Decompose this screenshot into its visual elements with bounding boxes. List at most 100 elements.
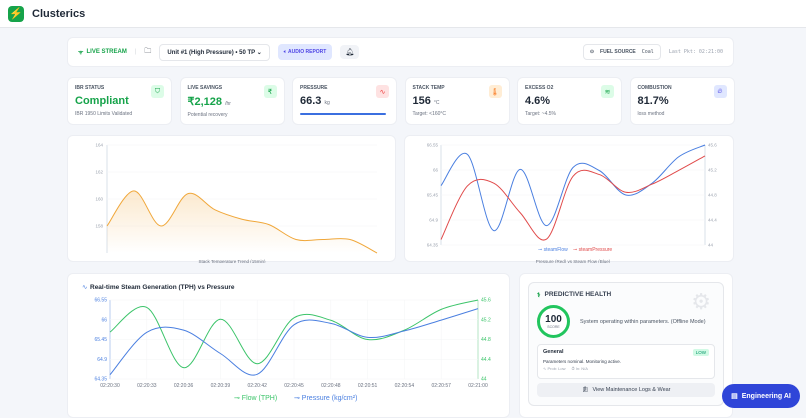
x-tick-label: 02:20:33 — [137, 383, 157, 389]
steam-generation-card: 64.35 64.9 65.45 66 66.55 44 44.4 44.8 45.2 45.6 0… — [67, 273, 510, 418]
y-tick-label: 164 — [95, 143, 103, 148]
fuel-icon: ⊙ — [589, 49, 595, 55]
chart-title: Real-time Steam Generation (TPH) vs Pres… — [90, 284, 235, 291]
pressure-flow-chart: 64.35 64.9 65.45 66 66.55 44 44.4 44.8 45.2 45.6 ⊸… — [427, 143, 718, 265]
live-stream-indicator: ᯤ LIVE STREAM — [78, 49, 127, 56]
notifications-button[interactable]: 🔔︎ — [340, 45, 360, 59]
x-tick-label: 02:20:39 — [211, 383, 231, 389]
right-tick-label: 45.2 — [708, 168, 717, 173]
x-tick-label: 02:20:57 — [431, 383, 451, 389]
kpi-card-live-savings: LIVE SAVINGS ₹2,128 /hr Potential recove… — [179, 77, 285, 125]
kpi-subtext: Potential recovery — [187, 112, 228, 118]
audio-report-button[interactable]: 🔈︎ AUDIO REPORT — [277, 44, 333, 60]
toolbar: ᯤ LIVE STREAM | 🗀 Unit #1 (High Pressure)… — [67, 37, 734, 67]
last-packet-time: Last Pkt: 02:21:00 — [668, 49, 723, 55]
wind-icon: ≋ — [601, 85, 614, 98]
left-tick-label: 66.55 — [94, 298, 107, 304]
health-score-ring: 100 SCORE — [537, 305, 570, 338]
fuel-source[interactable]: ⊙ FUEL SOURCE Coal — [582, 44, 661, 60]
series-line-pressure-kg-cm- — [109, 308, 479, 376]
kpi-card-ibr-status: IBR STATUS Compliant IBR 1950 Limits Val… — [67, 77, 172, 125]
predictive-health-panel: ⚕ PREDICTIVE HEALTH ⚙ 100 SCORE System op… — [528, 282, 724, 406]
stack-temp-chart-card: 158 160 162 164 Stack Temperature Trend (15m… — [67, 135, 396, 264]
kpi-value: 66.3 kg — [300, 95, 330, 107]
kpi-value: 4.6% — [525, 95, 551, 107]
right-tick-label: 44 — [481, 377, 487, 383]
folder-icon: 🗀 — [144, 47, 152, 55]
x-tick-label: 02:20:54 — [395, 383, 415, 389]
rupee-icon: ₹ — [263, 85, 277, 98]
kpi-label: COMBUSTION — [637, 85, 672, 91]
bell-icon: 🔔︎ — [345, 49, 355, 56]
clipboard-icon: 📋︎ — [581, 387, 589, 393]
x-tick-label: 02:21:00 — [468, 383, 488, 389]
kpi-label: STACK TEMP — [412, 85, 445, 91]
kpi-label: IBR STATUS — [75, 85, 105, 91]
x-tick-label: 02:20:42 — [247, 383, 267, 389]
probability: ∿ Prob: Low — [543, 366, 566, 371]
risk-badge: LOW — [692, 349, 709, 356]
left-tick-label: 66 — [101, 317, 107, 323]
left-tick-label: 65.45 — [94, 337, 107, 343]
legend-item: ⊸ steamPressure — [573, 247, 612, 253]
y-tick-label: 160 — [95, 197, 103, 202]
right-tick-label: 45.6 — [481, 298, 491, 304]
wifi-icon: ᯤ — [78, 50, 84, 56]
kpi-value: 156 °C — [412, 95, 440, 107]
kpi-value: Compliant — [75, 95, 129, 107]
activity-icon: ∿ — [376, 85, 389, 98]
health-message: System operating within parameters. (Off… — [580, 318, 706, 325]
x-tick-label: 02:20:51 — [358, 383, 378, 389]
left-tick-label: 64.35 — [94, 377, 107, 383]
right-tick-label: 44.8 — [481, 337, 491, 343]
right-tick-label: 45.6 — [708, 143, 717, 148]
x-tick-label: 02:20:30 — [100, 383, 120, 389]
kpi-subtext: IBR 1950 Limits Validated — [75, 111, 133, 117]
series-line-steampressure — [440, 155, 706, 241]
x-tick-label: 02:20:36 — [174, 383, 194, 389]
divider: | — [134, 49, 137, 55]
y-tick-label: 162 — [95, 170, 103, 175]
legend-item: ⊸ Pressure (kg/cm²) — [294, 395, 357, 402]
series-line-steamflow — [440, 144, 706, 232]
flame-icon: 🔥︎ — [713, 85, 727, 98]
app-header: ⚡ Clusterics — [0, 0, 806, 28]
right-tick-label: 45.2 — [481, 317, 491, 323]
kpi-card-pressure: PRESSURE 66.3 kg ∿ — [292, 77, 397, 125]
shield-icon: ⛉ — [151, 85, 164, 98]
left-tick-label: 64.35 — [427, 243, 439, 248]
chart-title: Pressure (Red) vs Steam Flow (Blue) — [536, 259, 611, 263]
pressure-progress-bar — [300, 113, 387, 115]
right-tick-label: 44.4 — [481, 357, 491, 363]
x-tick-label: 02:20:45 — [284, 383, 304, 389]
kpi-card-excess-o2: EXCESS O2 4.6% Target: ~4.5% ≋ — [517, 77, 622, 125]
left-tick-label: 66.55 — [427, 143, 439, 148]
app-title: Clusterics — [32, 7, 86, 20]
chat-icon: ▤ — [731, 393, 738, 400]
brain-icon: ⚙ — [691, 289, 711, 314]
unit-select[interactable]: Unit #1 (High Pressure) • 50 TP ⌄ — [159, 43, 270, 61]
pressure-flow-chart-card: 64.35 64.9 65.45 66 66.55 44 44.4 44.8 45.2 45.6 ⊸… — [404, 135, 734, 265]
right-tick-label: 44.4 — [708, 218, 717, 223]
left-tick-label: 66 — [433, 168, 439, 173]
right-tick-label: 44 — [708, 243, 714, 248]
view-maintenance-logs-button[interactable]: 📋︎ View Maintenance Logs & Wear — [537, 383, 715, 397]
engineering-ai-button[interactable]: ▤ Engineering AI — [722, 384, 800, 408]
stack-temp-chart: 158 160 162 164 Stack Temperature Trend (15m… — [95, 143, 378, 264]
kpi-subtext: loss method — [637, 111, 665, 117]
legend-item: ⊸ steamFlow — [538, 247, 568, 253]
left-tick-label: 64.9 — [429, 218, 438, 223]
time-to-failure: ⏱ In: N/A — [571, 366, 588, 371]
kpi-value: ₹2,128 /hr — [187, 96, 231, 108]
kpi-label: PRESSURE — [300, 85, 328, 91]
left-tick-label: 64.9 — [97, 357, 107, 363]
speaker-icon: 🔈︎ — [283, 49, 287, 55]
steam-generation-chart: 64.35 64.9 65.45 66 66.55 44 44.4 44.8 45.2 45.6 0… — [82, 284, 491, 402]
temperature-line — [106, 190, 378, 254]
kpi-subtext: Target: ~4.5% — [525, 111, 556, 117]
stethoscope-icon: ⚕ — [537, 292, 541, 299]
bolt-icon: ⚡ — [8, 5, 24, 22]
kpi-card-stack-temp: STACK TEMP 156 °C Target: <160°C 🌡︎ — [404, 77, 510, 125]
y-tick-label: 158 — [95, 224, 103, 229]
x-tick-label: 02:20:48 — [321, 383, 341, 389]
